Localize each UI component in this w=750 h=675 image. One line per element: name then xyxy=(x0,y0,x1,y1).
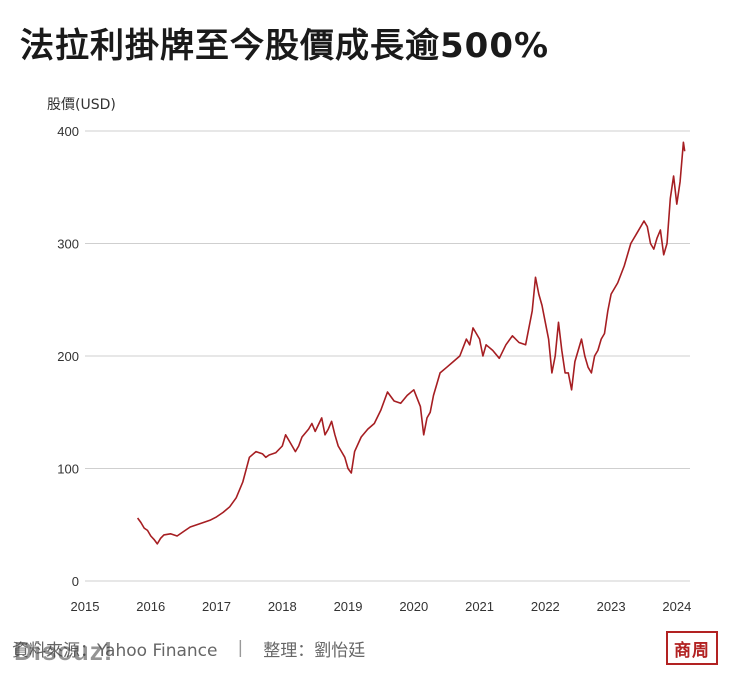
footer: 資料來源：Yahoo Finance | 整理：劉怡廷 xyxy=(12,632,365,664)
x-tick-label: 2016 xyxy=(136,599,165,614)
y-tick-label: 100 xyxy=(57,462,79,477)
y-axis-label: 股價(USD) xyxy=(47,96,116,113)
y-axis: 0 100 200 300 400 xyxy=(57,124,79,589)
x-tick-label: 2018 xyxy=(268,599,297,614)
footer-separator: | xyxy=(237,638,244,658)
x-tick-label: 2024 xyxy=(662,599,691,614)
x-tick-label: 2019 xyxy=(334,599,363,614)
y-tick-label: 300 xyxy=(57,237,79,252)
x-tick-label: 2021 xyxy=(465,599,494,614)
watermark-text: Discuz! xyxy=(14,636,114,666)
y-tick-label: 0 xyxy=(72,574,79,589)
x-tick-label: 2017 xyxy=(202,599,231,614)
y-tick-label: 400 xyxy=(57,124,79,139)
x-axis: 2015 2016 2017 2018 2019 2020 2021 2022 2023 2024 xyxy=(71,599,692,614)
price-series-line xyxy=(136,141,686,545)
editor-text: 整理：劉怡廷 xyxy=(263,640,366,661)
x-tick-label: 2020 xyxy=(399,599,428,614)
x-tick-label: 2023 xyxy=(597,599,626,614)
chart-grid xyxy=(85,130,690,582)
x-tick-label: 2022 xyxy=(531,599,560,614)
source-text: 資料來源：Yahoo Finance xyxy=(12,640,218,661)
publisher-logo: 商周 xyxy=(666,631,718,665)
y-tick-label: 200 xyxy=(57,349,79,364)
page-title: 法拉利掛牌至今股價成長逾500% xyxy=(20,26,550,66)
x-tick-label: 2015 xyxy=(71,599,100,614)
